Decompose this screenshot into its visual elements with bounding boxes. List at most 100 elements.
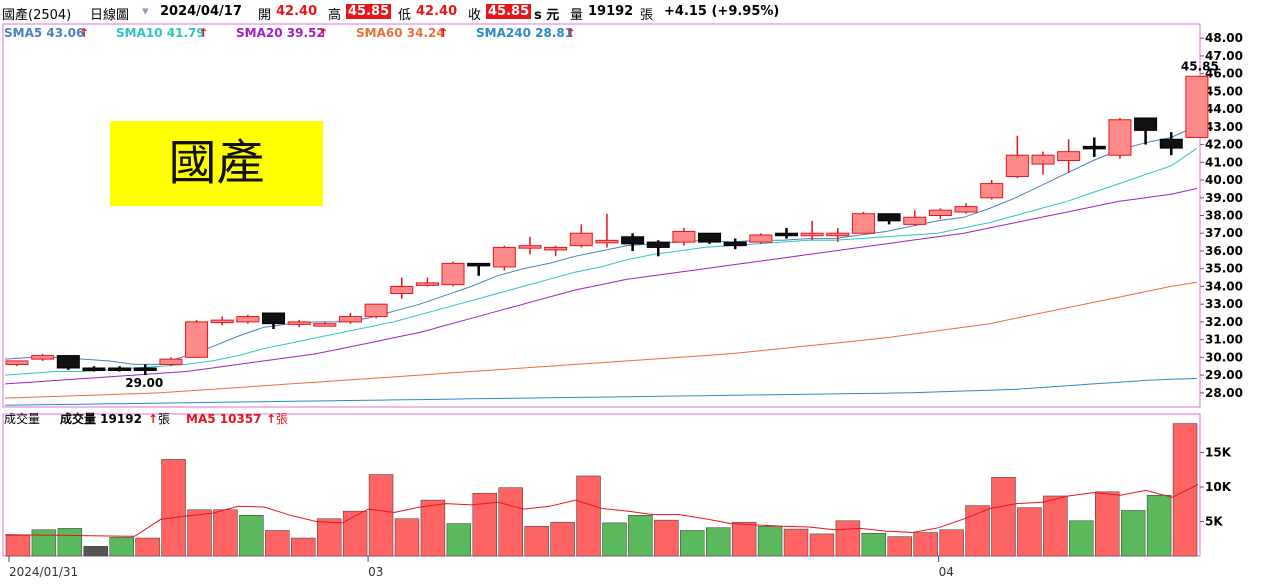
candle-body: [1005, 154, 1029, 177]
candle-body: [390, 285, 414, 295]
candle-body: [749, 234, 773, 243]
candle-body: [518, 245, 542, 249]
volume-axis: 15K 10K 5K: [1200, 446, 1232, 529]
candle-body: [1108, 119, 1132, 156]
price-tick-label: 31.00: [1205, 333, 1243, 347]
volume-panel-frame: [2, 413, 1201, 557]
up-arrow-icon: ↑: [198, 26, 208, 40]
volume-bar: [5, 535, 31, 557]
candle-body: [800, 232, 824, 237]
price-tick-label: 45.00: [1205, 84, 1243, 98]
stock-watermark: 國產: [110, 121, 323, 206]
candle-body: [980, 183, 1004, 199]
candle-body: [236, 316, 260, 323]
quote-header: 國產(2504) 日線圖 ▾ 2024/04/17 開 42.40 高 45.8…: [0, 0, 1277, 24]
volume-bar: [991, 477, 1016, 557]
candle-body: [492, 246, 516, 268]
high-value: 45.85: [346, 4, 392, 19]
high-label: 高: [328, 8, 342, 23]
up-arrow-icon: ↑: [79, 26, 89, 40]
volume-bar: [83, 546, 108, 557]
candle-body: [621, 236, 645, 245]
price-tick-label: 43.00: [1205, 120, 1243, 134]
price-tick-label: 37.00: [1205, 226, 1243, 240]
price-tick-label: 35.00: [1205, 262, 1243, 276]
candle-body: [851, 213, 875, 234]
sma240-line: [4, 378, 1197, 406]
volume-bar: [368, 474, 394, 557]
candle-body: [928, 209, 952, 217]
candle-body: [133, 367, 157, 371]
dropdown-icon[interactable]: ▾: [142, 4, 149, 19]
price-tick-label: 38.00: [1205, 209, 1243, 223]
volume-bar: [731, 521, 757, 557]
volume-bar: [213, 509, 238, 557]
up-arrow-icon: ↑: [438, 26, 448, 40]
candle-body: [1185, 75, 1209, 138]
volume-bar: [576, 475, 601, 557]
ma-legend-label: SMA10 41.79: [116, 26, 205, 40]
price-axis: 48.00 47.00 46.00 45.00 44.00 43.00 42.00 41.00…: [1200, 31, 1243, 400]
candle-body: [185, 321, 209, 358]
price-tick-label: 42.00: [1205, 138, 1243, 152]
period-label[interactable]: 日線圖: [90, 8, 130, 23]
volume-bar: [783, 528, 809, 557]
volume-bar: [524, 526, 549, 557]
volume-ma-label: MA5 10357: [186, 412, 262, 426]
ma-legend-label: SMA240 28.81: [476, 26, 573, 40]
candle-body: [954, 206, 978, 213]
candle-body: [595, 239, 619, 244]
up-arrow-icon: ↑: [318, 26, 328, 40]
date-tick-label: 03: [368, 565, 383, 579]
volume-bars: [5, 423, 1198, 557]
candle-body: [467, 262, 491, 267]
price-tick-label: 30.00: [1205, 350, 1243, 364]
volume-bar: [887, 536, 912, 557]
price-tick-label: 44.00: [1205, 102, 1243, 116]
volume-bar: [680, 530, 705, 557]
candle-body: [338, 316, 362, 323]
volume-bar: [913, 532, 938, 557]
volume-bar: [498, 487, 523, 557]
price-annotations: 45.85 29.00: [125, 59, 1219, 390]
price-tick-label: 40.00: [1205, 173, 1243, 187]
volume-bar: [1069, 520, 1094, 557]
candle-body: [1082, 145, 1106, 150]
volume-tick-label: 10K: [1205, 480, 1232, 494]
volume-bar: [109, 537, 134, 557]
volume-bar: [965, 505, 990, 557]
price-panel-frame: [2, 23, 1201, 408]
date-axis: 2024/01/31 03 04: [8, 556, 954, 579]
volume-ma-line: [4, 484, 1199, 537]
price-tick-label: 41.00: [1205, 155, 1243, 169]
volume-bar: [1146, 495, 1172, 557]
date-tick-label: 2024/01/31: [9, 565, 78, 579]
volume-bar: [446, 523, 472, 557]
candle-body: [364, 303, 388, 318]
volume-legend: 成交量 成交量 19192 ↑ 張 MA5 10357 ↑ 張: [4, 411, 288, 426]
price-tick-label: 46.00: [1205, 67, 1243, 81]
candle-body: [672, 230, 696, 243]
volume-title: 成交量: [4, 411, 40, 426]
candle-body: [56, 355, 80, 369]
candle-body: [1057, 151, 1081, 162]
candle-body: [646, 241, 670, 248]
ma-legend-label: SMA60 34.24: [356, 26, 445, 40]
volume-bar: [835, 520, 861, 557]
volume-bar: [757, 526, 783, 557]
low-value: 42.40: [416, 4, 458, 19]
volume-ma5-line: [4, 484, 1199, 537]
volume-bar: [291, 537, 316, 557]
price-tick-label: 36.00: [1205, 244, 1243, 258]
date-label: 2024/04/17: [160, 4, 242, 19]
low-label: 低: [398, 8, 412, 23]
volume-unit: 張: [640, 8, 654, 23]
volume-value: 19192: [588, 4, 634, 19]
volume-bar: [342, 510, 368, 557]
close-value: 45.85: [486, 4, 532, 19]
volume-bar: [420, 499, 446, 557]
candle-body: [5, 360, 29, 365]
candle-body: [262, 312, 285, 325]
candle-body: [1031, 154, 1055, 165]
